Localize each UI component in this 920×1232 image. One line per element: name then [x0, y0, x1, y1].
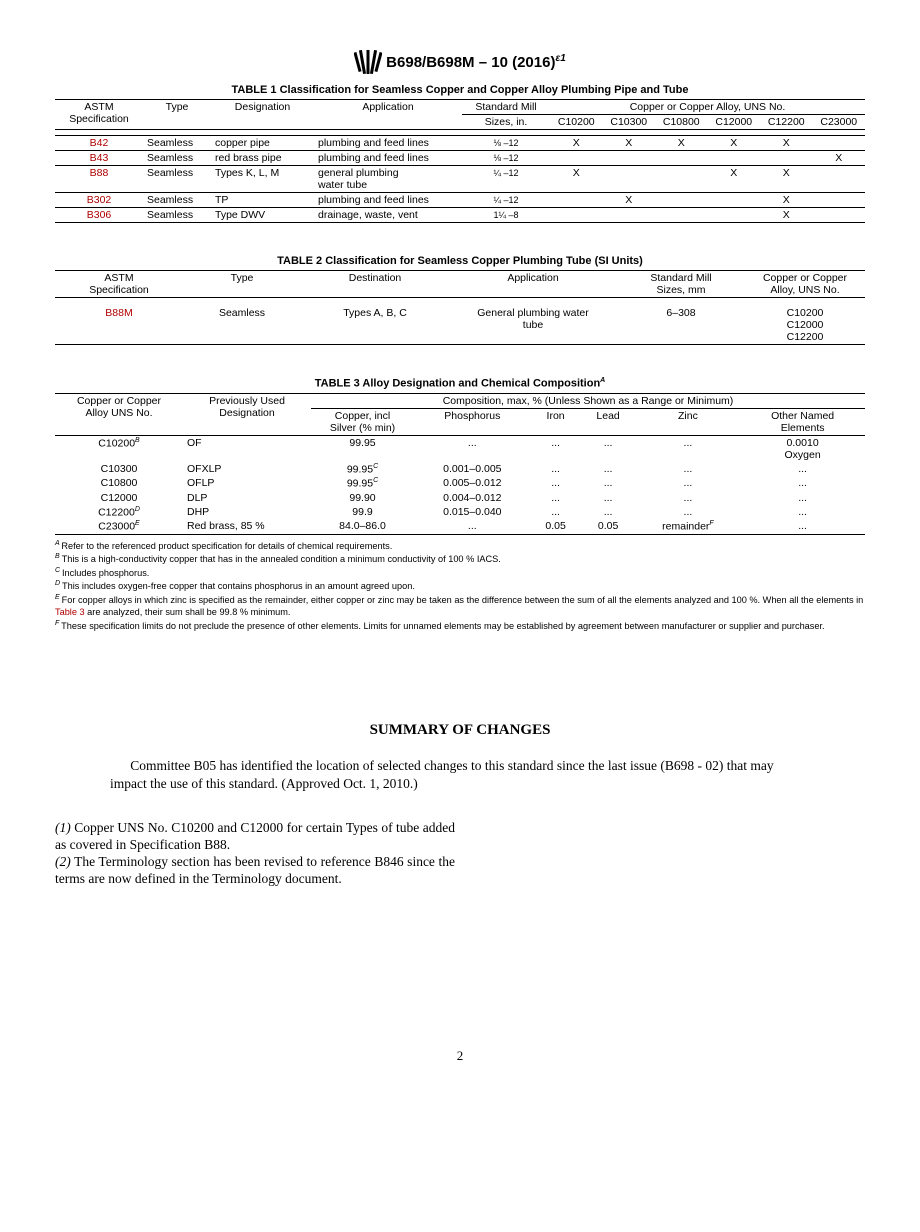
spec-link[interactable]: B42: [55, 136, 143, 151]
spec-link[interactable]: B306: [55, 208, 143, 223]
table-2-title: TABLE 2 Classification for Seamless Copp…: [55, 255, 865, 267]
spec-link[interactable]: B88M: [55, 306, 183, 345]
table-1: TABLE 1 Classification for Seamless Copp…: [55, 84, 865, 223]
summary-title: SUMMARY OF CHANGES: [55, 722, 865, 739]
spec-link[interactable]: B88: [55, 166, 143, 193]
table-row: B306SeamlessType DWVdrainage, waste, ven…: [55, 208, 865, 223]
table-2: TABLE 2 Classification for Seamless Copp…: [55, 255, 865, 345]
summary-changes: (1) Copper UNS No. C10200 and C12000 for…: [55, 820, 455, 888]
table-3-footnotes: A Refer to the referenced product specif…: [55, 539, 865, 632]
spec-link[interactable]: B302: [55, 193, 143, 208]
table-row: C10800OFLP99.95C0.005–0.012............: [55, 476, 865, 491]
table-1-title: TABLE 1 Classification for Seamless Copp…: [55, 84, 865, 96]
table-row: C12200DDHP99.90.015–0.040............: [55, 505, 865, 520]
table-row: B302SeamlessTPplumbing and feed lines¼ –…: [55, 193, 865, 208]
document-title: B698/B698M – 10 (2016)ε1: [386, 53, 566, 71]
table-row: B88SeamlessTypes K, L, Mgeneral plumbing…: [55, 166, 865, 193]
table-row: C12000DLP99.900.004–0.012............: [55, 491, 865, 505]
page-number: 2: [55, 1048, 865, 1064]
table-row: C10200BOF99.95............0.0010Oxygen: [55, 435, 865, 462]
astm-logo-icon: [354, 50, 382, 74]
document-header: B698/B698M – 10 (2016)ε1: [55, 50, 865, 74]
table-3-title: TABLE 3 Alloy Designation and Chemical C…: [55, 377, 865, 390]
summary-intro: Committee B05 has identified the locatio…: [110, 757, 810, 792]
spec-link[interactable]: B43: [55, 151, 143, 166]
table-3-link[interactable]: Table 3: [55, 607, 85, 617]
table-row: C23000ERed brass, 85 %84.0–86.0...0.050.…: [55, 519, 865, 534]
table-row: C10300OFXLP99.95C0.001–0.005............: [55, 462, 865, 477]
table-3: TABLE 3 Alloy Designation and Chemical C…: [55, 377, 865, 535]
table-row: B42Seamlesscopper pipeplumbing and feed …: [55, 136, 865, 151]
table-row: B43Seamlessred brass pipeplumbing and fe…: [55, 151, 865, 166]
